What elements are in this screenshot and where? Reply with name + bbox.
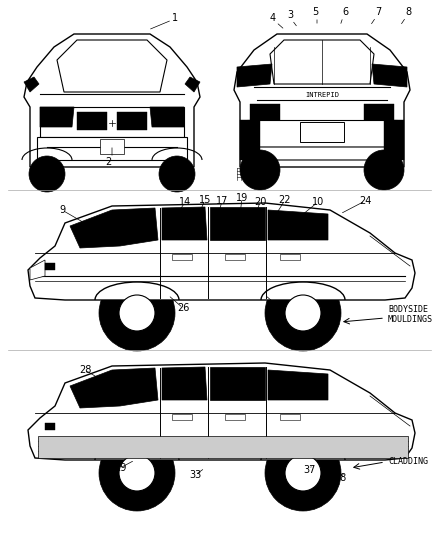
Text: 1: 1 xyxy=(172,13,178,23)
Text: 2: 2 xyxy=(105,157,111,167)
Polygon shape xyxy=(267,370,327,400)
Polygon shape xyxy=(225,414,244,420)
Polygon shape xyxy=(70,208,158,248)
Polygon shape xyxy=(267,210,327,240)
Polygon shape xyxy=(70,368,158,408)
Circle shape xyxy=(29,156,65,192)
Text: 15: 15 xyxy=(198,195,211,205)
Text: 10: 10 xyxy=(311,197,323,207)
Polygon shape xyxy=(279,254,299,260)
Circle shape xyxy=(99,435,175,511)
Circle shape xyxy=(265,435,340,511)
Text: 26: 26 xyxy=(177,303,189,313)
Polygon shape xyxy=(45,423,55,430)
Polygon shape xyxy=(249,147,393,160)
Circle shape xyxy=(119,455,155,491)
Text: 37: 37 xyxy=(303,465,315,475)
Polygon shape xyxy=(209,367,265,400)
Text: 29: 29 xyxy=(113,463,126,473)
Polygon shape xyxy=(28,203,414,300)
Text: 9: 9 xyxy=(59,205,65,215)
Text: 5: 5 xyxy=(311,7,318,17)
Polygon shape xyxy=(363,104,393,120)
Polygon shape xyxy=(38,436,407,458)
Text: 17: 17 xyxy=(215,196,228,206)
Text: 3: 3 xyxy=(286,10,293,20)
Text: INTREPID: INTREPID xyxy=(304,92,338,98)
Polygon shape xyxy=(162,207,207,240)
Text: 38: 38 xyxy=(333,473,345,483)
Polygon shape xyxy=(162,367,207,400)
Text: 14: 14 xyxy=(178,197,191,207)
Polygon shape xyxy=(77,112,107,130)
Polygon shape xyxy=(40,107,74,127)
Polygon shape xyxy=(45,263,55,270)
Polygon shape xyxy=(24,34,200,167)
Polygon shape xyxy=(249,104,279,120)
Polygon shape xyxy=(166,160,187,174)
Circle shape xyxy=(284,455,320,491)
Polygon shape xyxy=(57,40,166,92)
Text: 19: 19 xyxy=(235,193,247,203)
Polygon shape xyxy=(117,112,147,130)
Polygon shape xyxy=(30,260,45,280)
Circle shape xyxy=(99,275,175,351)
Text: 8: 8 xyxy=(404,7,410,17)
Polygon shape xyxy=(150,107,184,127)
Text: BODYSIDE: BODYSIDE xyxy=(387,305,427,314)
Polygon shape xyxy=(37,137,187,160)
Polygon shape xyxy=(28,363,414,460)
Polygon shape xyxy=(383,120,403,160)
Polygon shape xyxy=(240,120,259,160)
Polygon shape xyxy=(233,34,409,167)
Polygon shape xyxy=(172,414,191,420)
Polygon shape xyxy=(247,120,396,147)
Polygon shape xyxy=(24,77,39,92)
Polygon shape xyxy=(40,107,184,137)
Polygon shape xyxy=(184,77,200,92)
Text: 7: 7 xyxy=(374,7,380,17)
Text: MOULDINGS: MOULDINGS xyxy=(387,316,432,325)
Text: 22: 22 xyxy=(278,195,290,205)
Polygon shape xyxy=(237,64,272,87)
Text: 33: 33 xyxy=(188,470,201,480)
Text: 6: 6 xyxy=(341,7,347,17)
Polygon shape xyxy=(172,254,191,260)
Polygon shape xyxy=(279,414,299,420)
Polygon shape xyxy=(269,40,373,84)
Text: 4: 4 xyxy=(269,13,276,23)
Polygon shape xyxy=(299,122,343,142)
Circle shape xyxy=(119,295,155,331)
Text: 27: 27 xyxy=(273,303,286,313)
Circle shape xyxy=(363,150,403,190)
Circle shape xyxy=(159,156,194,192)
Text: 24: 24 xyxy=(358,196,371,206)
Text: CLADDING: CLADDING xyxy=(387,457,427,466)
Polygon shape xyxy=(37,160,57,174)
Polygon shape xyxy=(371,64,406,87)
Polygon shape xyxy=(100,139,124,154)
Circle shape xyxy=(265,275,340,351)
Polygon shape xyxy=(209,207,265,240)
Text: 35: 35 xyxy=(271,467,283,477)
Circle shape xyxy=(240,150,279,190)
Circle shape xyxy=(284,295,320,331)
Text: 28: 28 xyxy=(79,365,91,375)
Text: 20: 20 xyxy=(253,197,265,207)
Polygon shape xyxy=(225,254,244,260)
